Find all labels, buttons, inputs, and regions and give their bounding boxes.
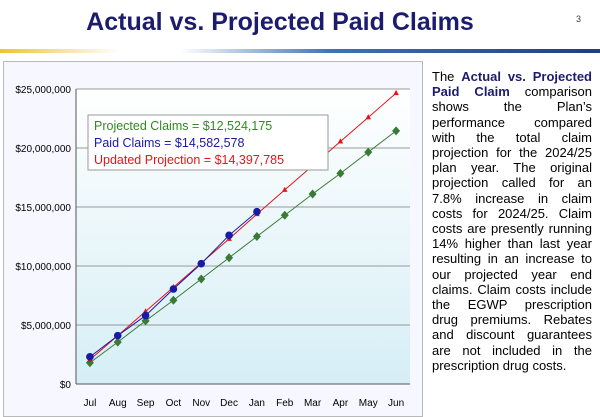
y-tick-label: $25,000,000 <box>15 85 71 96</box>
x-tick-label: May <box>359 398 378 409</box>
data-point-paid <box>253 207 261 216</box>
description-prefix: The <box>432 69 462 84</box>
axis-layer: $0 $5,000,000 $10,000,000 $15,000,000 $20,00… <box>15 85 410 409</box>
x-tick-label: Jun <box>388 398 404 409</box>
description-highlight: Actual vs. Projected Paid Claim <box>432 69 592 100</box>
data-point-projected <box>280 210 289 220</box>
chart-frame: $0 $5,000,000 $10,000,000 $15,000,000 $20,00… <box>3 61 423 417</box>
data-point-projected <box>336 168 345 178</box>
data-point-updated <box>337 138 344 144</box>
slide-title: Actual vs. Projected Paid Claims <box>86 8 474 36</box>
y-tick-label: $15,000,000 <box>15 203 71 214</box>
legend-entry: Projected Claims = $12,524,175 <box>94 119 272 133</box>
data-point-paid <box>141 311 150 320</box>
data-point-paid <box>169 285 178 293</box>
data-point-projected <box>392 126 401 136</box>
data-point-updated <box>281 186 288 192</box>
x-tick-label: Jan <box>249 398 265 409</box>
data-point-updated <box>393 89 399 96</box>
x-tick-label: Oct <box>166 398 182 409</box>
legend-entry: Paid Claims = $14,582,578 <box>94 136 244 150</box>
data-point-projected <box>225 253 234 263</box>
data-point-paid <box>86 353 94 361</box>
series-line-projected <box>89 130 397 364</box>
y-tick-label: $0 <box>60 380 72 391</box>
data-point-paid <box>197 259 206 268</box>
x-tick-label: Dec <box>220 398 238 409</box>
y-tick-label: $20,000,000 <box>15 144 71 155</box>
x-tick-label: Jul <box>84 398 97 409</box>
description-text: The Actual vs. Projected Paid Claim comp… <box>432 69 592 373</box>
x-tick-label: Apr <box>333 398 349 409</box>
x-tick-label: Nov <box>192 398 210 409</box>
page-number: 3 <box>576 14 582 24</box>
x-tick-label: Aug <box>109 398 127 409</box>
x-tick-label: Sep <box>137 398 155 409</box>
data-point-projected <box>197 274 206 284</box>
data-point-projected <box>308 189 317 199</box>
data-point-paid <box>225 231 233 240</box>
y-tick-label: $5,000,000 <box>21 321 71 332</box>
legend-box <box>87 114 329 171</box>
claims-line-chart: $0 $5,000,000 $10,000,000 $15,000,000 $20,00… <box>15 85 410 409</box>
title-divider <box>0 49 600 53</box>
legend-entry: Updated Projection = $14,397,785 <box>94 153 284 167</box>
series-layer <box>85 89 401 368</box>
data-point-projected <box>364 147 373 157</box>
data-point-updated <box>365 114 372 120</box>
x-tick-label: Feb <box>276 398 294 409</box>
x-tick-label: Mar <box>304 398 322 409</box>
description-body: comparison shows the Plan’s performance … <box>432 84 592 373</box>
legend-layer: Projected Claims = $12,524,175 Paid Claim… <box>87 114 329 171</box>
data-point-projected <box>169 295 178 305</box>
data-point-projected <box>113 337 122 347</box>
series-line-updated <box>89 92 397 361</box>
data-point-paid <box>113 331 122 340</box>
y-tick-label: $10,000,000 <box>15 262 71 273</box>
data-point-projected <box>252 232 261 241</box>
